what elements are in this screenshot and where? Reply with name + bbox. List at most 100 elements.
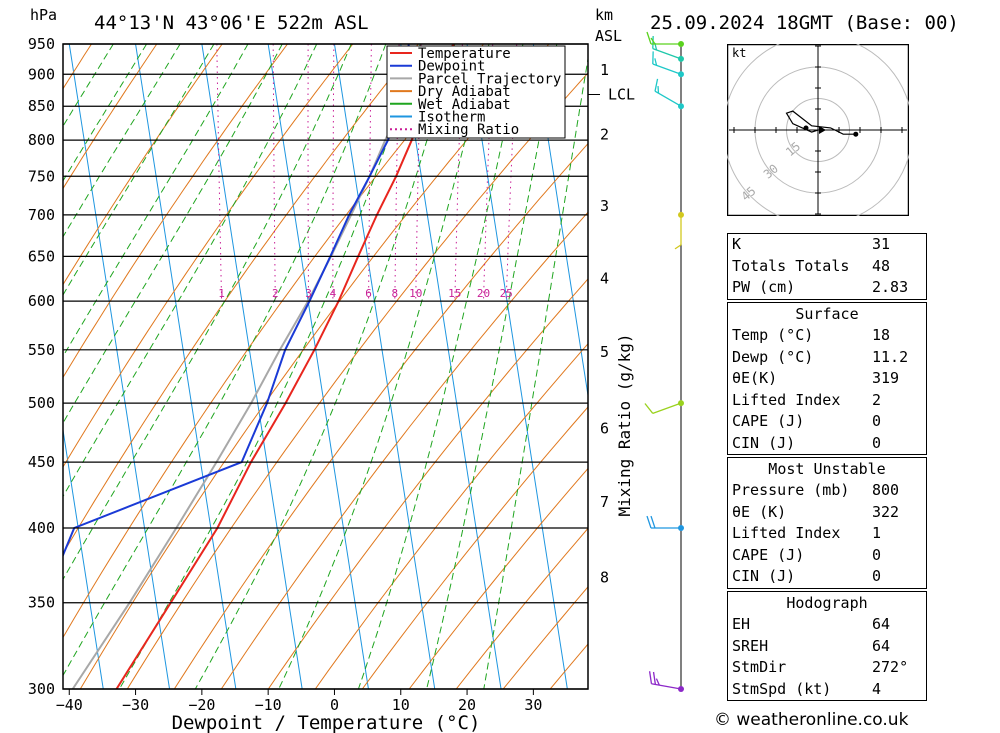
mu-cape-value: 0 [872, 545, 882, 564]
surface-title: Surface [795, 305, 859, 323]
wind-barb [654, 90, 682, 107]
mu-pressure-label: Pressure (mb) [732, 481, 850, 499]
dry-adiabat-line [267, 278, 588, 689]
pressure-tick-label: 950 [28, 35, 55, 53]
sreh-value: 64 [872, 636, 891, 655]
pressure-tick-label: 350 [28, 594, 55, 612]
mixing-ratio-label: 2 [272, 287, 279, 300]
surface-cape-value: 0 [872, 412, 882, 430]
temp-tick-label: 20 [458, 696, 476, 714]
mu-cape-label: CAPE (J) [732, 545, 805, 564]
wind-barb [652, 48, 682, 60]
legend-entry: Isotherm [418, 110, 485, 126]
dry-adiabat-line [63, 44, 354, 468]
isotherm-line [333, 44, 436, 689]
dry-adiabat-line [63, 44, 419, 555]
wind-barb-flag [654, 58, 658, 66]
temp-tick-label: −20 [188, 696, 215, 714]
mixing-ratio-label: 15 [448, 287, 461, 300]
dry-adiabat-line [63, 44, 158, 190]
wind-barb-flag [655, 678, 660, 686]
surface-dewp-value: 11.2 [872, 347, 909, 366]
k-index-value: 31 [872, 235, 891, 253]
legend-entry: Mixing Ratio [418, 122, 519, 138]
isotherm-line [201, 44, 303, 689]
mixing-ratio-label: 3 [305, 287, 312, 300]
asl-label: ASL [595, 27, 622, 45]
surface-cin-value: 0 [872, 433, 882, 452]
legend-entry: Temperature [418, 46, 511, 62]
km-tick-label: 8 [600, 569, 609, 587]
plot-area [63, 44, 1000, 689]
surface-cape-label: CAPE (J) [732, 412, 805, 430]
wind-level-dot [678, 41, 684, 47]
isotherm-line [135, 44, 237, 689]
hodograph-params-table: Hodograph EH 64 SREH 64 StmDir 272° StmSpd … [727, 591, 927, 701]
pressure-tick-label: 750 [28, 167, 55, 185]
mixing-ratio-line [307, 44, 309, 302]
stmdir-value: 272° [872, 658, 909, 676]
temp-tick-label: 10 [392, 696, 410, 714]
km-tick-label: 3 [600, 197, 609, 215]
surface-cin-label: CIN (J) [732, 433, 796, 452]
mu-li-label: Lifted Index [732, 524, 841, 542]
mixing-ratio-label: 20 [477, 287, 490, 300]
km-tick-label: 4 [600, 269, 609, 287]
totals-totals-value: 48 [872, 256, 891, 275]
most-unstable-table: Most Unstable Pressure (mb) 800 θE (K) 322… [727, 457, 927, 589]
wet-adiabat-line [63, 44, 215, 296]
temp-tick-label: 30 [524, 696, 542, 714]
most-unstable-title: Most Unstable [768, 460, 886, 478]
wet-adiabat-line [63, 44, 114, 128]
wind-level-dot [678, 211, 684, 218]
isotherm-line [466, 44, 568, 689]
legend-entry: Wet Adiabat [418, 97, 511, 113]
pressure-tick-label: 900 [28, 65, 55, 83]
temp-tick-label: −30 [122, 696, 149, 714]
mixing-ratio-label: 1 [218, 287, 225, 300]
pressure-tick-label: 650 [28, 247, 55, 265]
mu-thetae-value: 322 [872, 502, 900, 521]
dry-adiabat-line [408, 467, 588, 689]
dry-adiabat-line [973, 44, 1000, 689]
mu-li-value: 1 [872, 524, 882, 542]
km-tick-label: 1 [600, 61, 609, 79]
pressure-tick-label: 700 [28, 206, 55, 224]
wind-barb-flag [646, 31, 652, 45]
mu-cin-label: CIN (J) [732, 567, 796, 585]
sreh-label: SREH [732, 636, 769, 655]
dry-adiabat-line [220, 211, 588, 689]
mixing-ratio-label: 4 [330, 287, 337, 300]
wind-barb-flag [646, 515, 652, 529]
wind-level-dot [678, 525, 684, 532]
dry-adiabat-line [173, 142, 588, 689]
km-tick-label: 2 [600, 126, 609, 144]
surface-temp-label: Temp (°C) [732, 326, 814, 344]
hpa-axis-label: hPa [30, 6, 57, 24]
pressure-tick-label: 550 [28, 341, 55, 359]
totals-totals-label: Totals Totals [732, 256, 850, 275]
credit-link[interactable]: © weatheronline.co.uk [714, 710, 909, 730]
dry-adiabat-line [314, 342, 588, 689]
storm-motion-icon [819, 126, 826, 134]
wet-adiabat-line [63, 44, 283, 424]
pressure-tick-label: 800 [28, 131, 55, 149]
wind-barb [651, 683, 682, 690]
dry-adiabat-line [926, 44, 1000, 689]
lcl-label: LCL [608, 86, 635, 104]
mixing-ratio-line [216, 44, 223, 302]
mu-pressure-value: 800 [872, 481, 900, 499]
pressure-tick-label: 300 [28, 680, 55, 698]
hodograph-point [803, 125, 809, 131]
mu-thetae-label: θE (K) [732, 502, 787, 521]
surface-thetae-value: 319 [872, 369, 900, 387]
k-index-label: K [732, 235, 742, 253]
eh-label: EH [732, 615, 751, 633]
wind-barb [652, 63, 682, 75]
pressure-tick-label: 600 [28, 292, 55, 310]
isotherm-line [267, 44, 369, 689]
mixing-ratio-label: 8 [392, 287, 399, 300]
wind-barb-flag [674, 244, 682, 250]
